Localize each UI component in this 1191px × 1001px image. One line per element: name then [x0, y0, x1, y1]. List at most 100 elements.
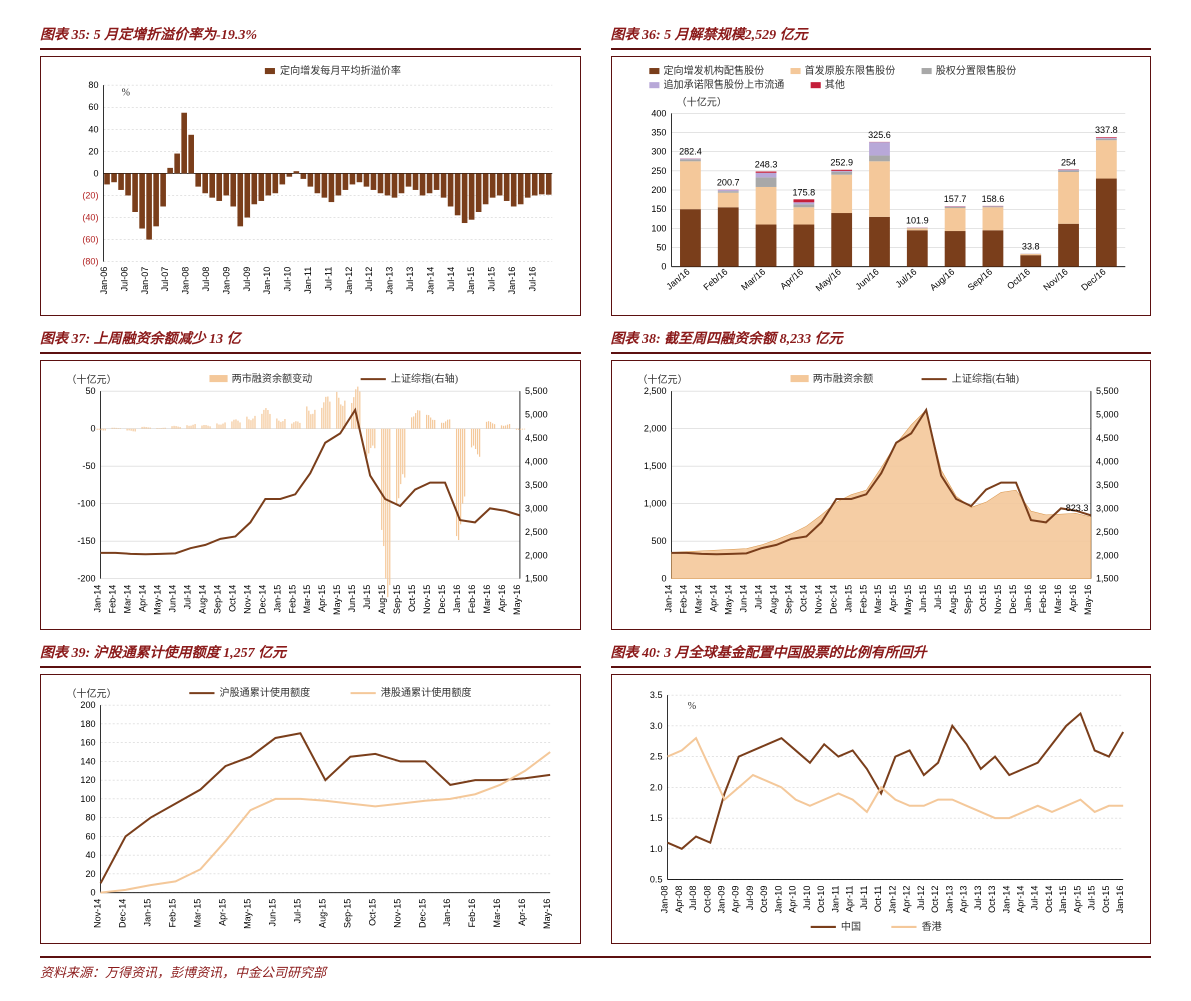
- svg-text:Apr-15: Apr-15: [217, 899, 227, 926]
- svg-text:120: 120: [80, 775, 95, 785]
- svg-text:157.7: 157.7: [943, 194, 966, 204]
- svg-text:50: 50: [85, 386, 95, 396]
- svg-text:中国: 中国: [840, 920, 860, 933]
- svg-text:Jul-09: Jul-09: [242, 267, 252, 292]
- svg-text:Jan-12: Jan-12: [344, 267, 354, 295]
- svg-text:Dec-15: Dec-15: [1008, 585, 1018, 614]
- svg-text:追加承诺限售股份上市流通: 追加承诺限售股份上市流通: [663, 78, 784, 91]
- chart-39-title: 图表 39: 沪股通累计使用额度 1,257 亿元: [40, 638, 581, 668]
- svg-text:Jul-07: Jul-07: [160, 267, 170, 292]
- svg-text:3,500: 3,500: [525, 480, 548, 490]
- svg-text:1,500: 1,500: [643, 461, 666, 471]
- svg-text:Sep-14: Sep-14: [212, 585, 222, 614]
- svg-text:Apr-09: Apr-09: [730, 886, 740, 913]
- svg-text:Dec/16: Dec/16: [1079, 267, 1107, 293]
- svg-text:3,500: 3,500: [1095, 480, 1118, 490]
- svg-text:Dec-15: Dec-15: [417, 899, 427, 928]
- svg-text:1,000: 1,000: [643, 499, 666, 509]
- svg-text:Apr-10: Apr-10: [787, 886, 797, 913]
- svg-text:Jul-16: Jul-16: [527, 267, 537, 292]
- chart-40-box: %0.51.01.52.02.53.03.5Jan-08Apr-08Jul-08…: [611, 674, 1152, 944]
- svg-text:3,000: 3,000: [1095, 503, 1118, 513]
- svg-text:Mar-15: Mar-15: [873, 585, 883, 614]
- svg-text:Jan-16: Jan-16: [452, 585, 462, 613]
- chart-39-box: （十亿元）沪股通累计使用额度港股通累计使用额度02040608010012014…: [40, 674, 581, 944]
- svg-text:Oct-10: Oct-10: [816, 886, 826, 913]
- svg-text:140: 140: [80, 756, 95, 766]
- svg-text:160: 160: [80, 738, 95, 748]
- svg-text:Jan-07: Jan-07: [140, 267, 150, 295]
- svg-text:Oct-11: Oct-11: [873, 886, 883, 913]
- svg-text:Oct/16: Oct/16: [1005, 267, 1032, 292]
- svg-text:两市融资余额: 两市融资余额: [812, 372, 872, 385]
- svg-text:100: 100: [80, 794, 95, 804]
- svg-text:(60): (60): [82, 235, 98, 245]
- svg-text:Feb-15: Feb-15: [858, 585, 868, 614]
- svg-text:May-16: May-16: [512, 585, 522, 615]
- svg-text:Jan-15: Jan-15: [1058, 886, 1068, 914]
- svg-text:Mar-14: Mar-14: [123, 585, 133, 614]
- chart-35-title: 图表 35: 5 月定增折溢价率为-19.3%: [40, 20, 581, 50]
- svg-text:Jul-15: Jul-15: [487, 267, 497, 292]
- svg-text:Sep-14: Sep-14: [783, 585, 793, 614]
- svg-text:Jul-15: Jul-15: [362, 585, 372, 610]
- svg-text:175.8: 175.8: [792, 187, 815, 197]
- svg-text:5,000: 5,000: [525, 410, 548, 420]
- svg-text:Dec-14: Dec-14: [118, 899, 128, 928]
- svg-text:Jul/16: Jul/16: [893, 267, 918, 290]
- chart-36-svg: 定向增发机构配售股份首发原股东限售股份股权分置限售股份追加承诺限售股份上市流通其…: [620, 65, 1143, 307]
- svg-text:Jul-08: Jul-08: [201, 267, 211, 292]
- svg-text:Nov-14: Nov-14: [93, 899, 103, 928]
- svg-text:2,500: 2,500: [525, 527, 548, 537]
- svg-text:Sep-15: Sep-15: [963, 585, 973, 614]
- svg-text:200: 200: [651, 185, 666, 195]
- svg-text:4,500: 4,500: [1095, 433, 1118, 443]
- svg-text:350: 350: [651, 128, 666, 138]
- svg-text:Dec-14: Dec-14: [828, 585, 838, 614]
- svg-text:Jan-12: Jan-12: [887, 886, 897, 914]
- svg-text:-100: -100: [77, 499, 95, 509]
- svg-text:2,000: 2,000: [1095, 550, 1118, 560]
- svg-text:4,500: 4,500: [525, 433, 548, 443]
- svg-text:Jan-16: Jan-16: [507, 267, 517, 295]
- svg-text:Mar-15: Mar-15: [302, 585, 312, 614]
- svg-text:3.0: 3.0: [649, 721, 662, 731]
- svg-text:Apr-12: Apr-12: [901, 886, 911, 913]
- svg-text:4,000: 4,000: [525, 457, 548, 467]
- svg-text:Jan-16: Jan-16: [1115, 886, 1125, 914]
- svg-text:Jun-15: Jun-15: [918, 585, 928, 613]
- svg-text:823.3: 823.3: [1065, 503, 1088, 513]
- svg-text:Oct-15: Oct-15: [367, 899, 377, 926]
- svg-text:Jul-11: Jul-11: [323, 267, 333, 291]
- svg-text:Aug-15: Aug-15: [317, 899, 327, 928]
- svg-text:101.9: 101.9: [905, 216, 928, 226]
- svg-text:Nov/16: Nov/16: [1041, 267, 1069, 293]
- svg-text:Sep-15: Sep-15: [342, 899, 352, 928]
- chart-grid: 图表 35: 5 月定增折溢价率为-19.3% 定向增发每月平均折溢价率%(80…: [40, 20, 1151, 981]
- svg-text:Jan-14: Jan-14: [663, 585, 673, 613]
- svg-text:股权分置限售股份: 股权分置限售股份: [935, 65, 1016, 77]
- svg-text:200: 200: [80, 700, 95, 710]
- panel-38: 图表 38: 截至周四融资余额 8,233 亿元 （十亿元）两市融资余额上证综指…: [611, 324, 1152, 630]
- svg-text:200.7: 200.7: [716, 178, 739, 188]
- svg-text:May-14: May-14: [152, 585, 162, 615]
- svg-text:2,000: 2,000: [525, 550, 548, 560]
- svg-text:（十亿元）: （十亿元）: [66, 373, 116, 386]
- svg-text:Jul-06: Jul-06: [119, 267, 129, 292]
- svg-text:100: 100: [651, 223, 666, 233]
- svg-text:Aug-15: Aug-15: [948, 585, 958, 614]
- svg-text:2,500: 2,500: [643, 386, 666, 396]
- svg-text:Jan-09: Jan-09: [716, 886, 726, 914]
- svg-text:500: 500: [651, 536, 666, 546]
- svg-text:Feb-15: Feb-15: [287, 585, 297, 614]
- svg-text:Aug/16: Aug/16: [927, 267, 955, 293]
- svg-text:248.3: 248.3: [754, 159, 777, 169]
- svg-text:0: 0: [661, 574, 666, 584]
- svg-text:Mar/16: Mar/16: [739, 267, 767, 293]
- svg-text:40: 40: [85, 850, 95, 860]
- panel-39: 图表 39: 沪股通累计使用额度 1,257 亿元 （十亿元）沪股通累计使用额度…: [40, 638, 581, 944]
- svg-text:（十亿元）: （十亿元）: [637, 373, 687, 386]
- svg-text:Nov-15: Nov-15: [993, 585, 1003, 614]
- svg-text:Sep/16: Sep/16: [965, 267, 993, 293]
- chart-35-svg: 定向增发每月平均折溢价率%(80)(60)(40)(20)020406080Ja…: [49, 65, 572, 307]
